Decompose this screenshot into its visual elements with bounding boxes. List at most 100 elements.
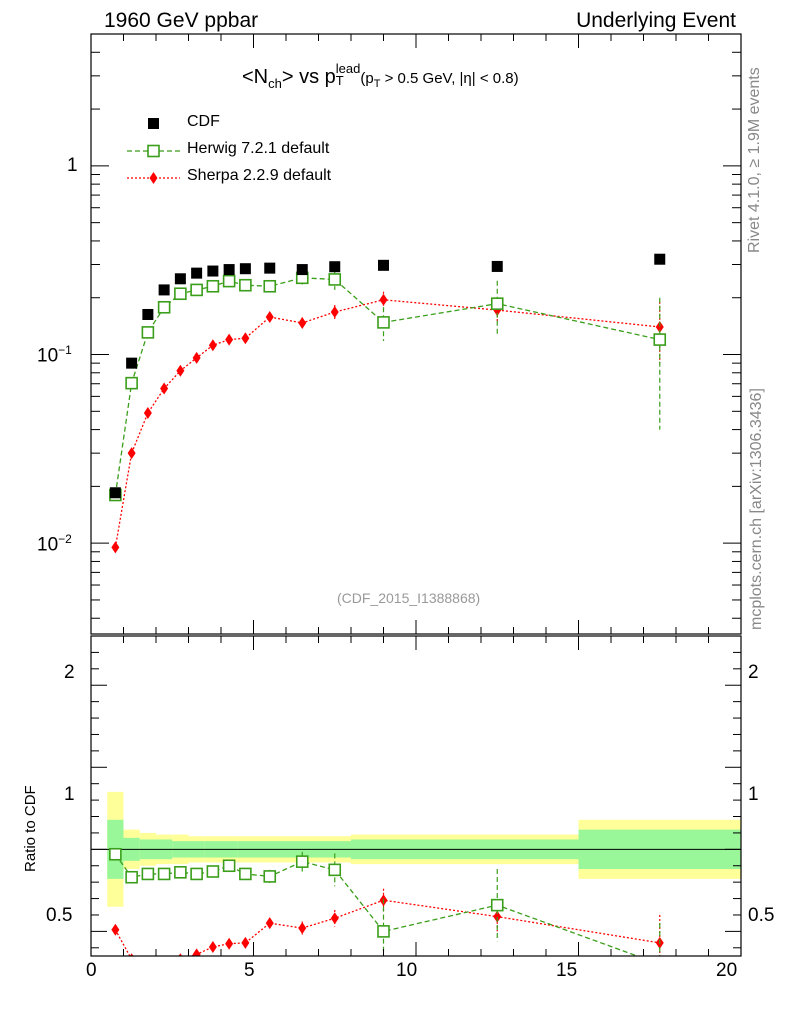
ratio-sherpa-point bbox=[111, 923, 120, 936]
ratio-herwig-point bbox=[141, 867, 155, 881]
legend-label-sherpa: Sherpa 2.2.9 default bbox=[187, 167, 332, 184]
main-sherpa-point bbox=[143, 406, 152, 419]
main-sherpa-point bbox=[330, 306, 339, 319]
ratio-sherpa-point bbox=[178, 953, 183, 956]
title-sup: lead bbox=[335, 60, 361, 76]
axis-ticks bbox=[90, 33, 742, 956]
main-cdf-point bbox=[223, 264, 235, 276]
ratio-sherpa-point bbox=[225, 937, 234, 950]
ratio-sherpa-point bbox=[192, 948, 201, 956]
main-cdf-point bbox=[142, 308, 154, 320]
ratio-herwig-point bbox=[654, 959, 665, 970]
ratio-herwig-point bbox=[490, 898, 504, 912]
main-series-layer bbox=[109, 253, 667, 554]
ratio-herwig-point bbox=[239, 867, 252, 881]
ratio-herwig-point bbox=[109, 847, 122, 861]
ratio-sherpa-point bbox=[265, 917, 274, 930]
title-vs: > vs p bbox=[281, 66, 336, 88]
ratio-sherpa-line bbox=[114, 899, 660, 956]
main-sherpa-point bbox=[298, 316, 307, 329]
main-cdf-point bbox=[191, 267, 203, 279]
legend-label-herwig: Herwig 7.2.1 default bbox=[187, 140, 330, 157]
ratio-herwig-point bbox=[206, 865, 220, 878]
main-herwig-point bbox=[190, 283, 203, 297]
title-cuts-rest: > 0.5 GeV, |η| < 0.8) bbox=[380, 70, 519, 87]
main-cdf-point bbox=[378, 259, 389, 271]
rivet-label: Rivet 4.1.0, ≥ 1.9M events bbox=[746, 67, 763, 253]
main-herwig-point bbox=[490, 297, 504, 310]
ratio-sherpa-point bbox=[241, 936, 250, 949]
main-sherpa-line bbox=[114, 299, 660, 548]
main-sherpa-point bbox=[208, 339, 217, 352]
plot-title: <Nch> vs p lead T (pT > 0.5 GeV, |η| < 0.8) bbox=[242, 60, 519, 91]
header-right: Underlying Event bbox=[576, 9, 736, 32]
ratio-ylabel: Ratio to CDF bbox=[22, 785, 39, 872]
main-sherpa-point bbox=[160, 382, 169, 395]
main-cdf-point bbox=[239, 263, 251, 275]
ratio-herwig-point bbox=[295, 855, 309, 868]
main-herwig-point bbox=[222, 274, 236, 288]
main-herwig-point bbox=[653, 333, 667, 346]
mcplots-label: mcplots.cern.ch [arXiv:1306.3436] bbox=[748, 388, 765, 630]
main-herwig-line bbox=[114, 277, 660, 496]
main-herwig-point bbox=[328, 273, 342, 286]
xtick-label-0: 0 bbox=[86, 960, 97, 981]
main-herwig-point bbox=[157, 300, 171, 314]
main-cdf-point bbox=[207, 265, 219, 277]
main-herwig-point bbox=[125, 376, 138, 390]
ratio-herwig-point bbox=[263, 870, 277, 883]
ratio-sherpa-point bbox=[493, 910, 502, 923]
main-sherpa-point bbox=[111, 541, 120, 554]
main-cdf-point bbox=[491, 260, 503, 272]
ratio-sherpa-point bbox=[298, 922, 307, 935]
ratio-panel-frame bbox=[90, 635, 742, 957]
main-sherpa-point bbox=[265, 311, 274, 324]
main-ytick-label-1: 1 bbox=[67, 155, 78, 176]
ratio-ytick-right-2: 2 bbox=[748, 662, 759, 683]
ratio-herwig-point bbox=[190, 867, 203, 881]
main-cdf-point bbox=[264, 262, 276, 274]
main-cdf-point bbox=[109, 487, 121, 499]
main-sherpa-point bbox=[127, 447, 136, 460]
xtick-label-20: 20 bbox=[716, 960, 738, 981]
main-herwig-point bbox=[141, 326, 155, 339]
main-sherpa-point bbox=[176, 364, 185, 377]
ratio-ytick-right-05: 0.5 bbox=[748, 905, 775, 926]
ratio-herwig-point bbox=[125, 870, 138, 884]
ratio-herwig-point bbox=[157, 867, 171, 881]
ratio-sherpa-point bbox=[208, 940, 217, 953]
ratio-herwig-point bbox=[328, 863, 342, 877]
ratio-ytick-left-2: 2 bbox=[64, 662, 75, 683]
main-herwig-point bbox=[206, 279, 220, 293]
legend-marker-cdf bbox=[148, 118, 159, 129]
ratio-sherpa-point bbox=[144, 958, 152, 970]
title-sub: T bbox=[335, 72, 344, 88]
legend bbox=[127, 118, 180, 184]
header-left: 1960 GeV ppbar bbox=[104, 9, 259, 32]
main-cdf-point bbox=[296, 264, 308, 276]
legend-marker-sherpa bbox=[149, 172, 158, 184]
ratio-sherpa-point bbox=[129, 953, 134, 956]
analysis-watermark: (CDF_2015_I1388868) bbox=[337, 590, 481, 606]
main-herwig-point bbox=[239, 278, 252, 292]
ratio-series-layer bbox=[109, 847, 665, 970]
ratio-ytick-right-1: 1 bbox=[748, 784, 759, 805]
main-cdf-point bbox=[654, 253, 666, 265]
xtick-label-15: 15 bbox=[556, 960, 578, 981]
main-sherpa-point bbox=[655, 320, 664, 333]
main-cdf-point bbox=[174, 273, 186, 285]
main-ytick-label-1e-1: 10−1 bbox=[37, 343, 72, 367]
legend-marker-herwig bbox=[147, 144, 160, 158]
ratio-herwig-point bbox=[377, 925, 390, 938]
main-sherpa-point bbox=[241, 332, 250, 345]
main-sherpa-point bbox=[225, 333, 234, 346]
ratio-ytick-left-05: 0.5 bbox=[46, 905, 73, 926]
main-cdf-point bbox=[158, 284, 170, 296]
main-herwig-point bbox=[263, 279, 277, 293]
title-open: <N bbox=[242, 66, 269, 88]
main-herwig-point bbox=[174, 287, 187, 301]
title-cuts-open: (p bbox=[360, 70, 374, 87]
main-herwig-point bbox=[377, 316, 390, 329]
main-cdf-point bbox=[126, 357, 138, 369]
